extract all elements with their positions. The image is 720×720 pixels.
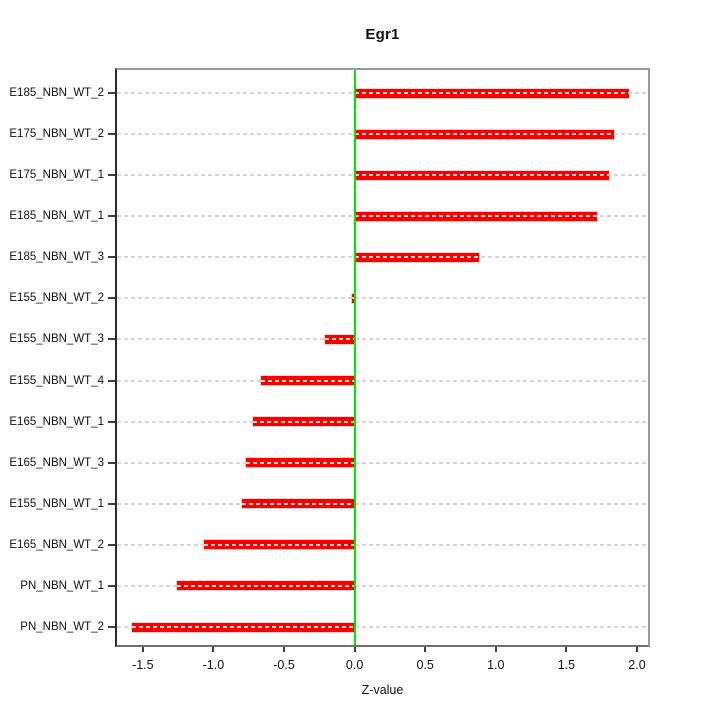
row-gridline	[117, 543, 648, 546]
x-axis-tick	[212, 645, 215, 652]
y-axis-label: E165_NBN_WT_1	[9, 415, 104, 428]
y-axis-tick	[108, 297, 115, 300]
y-axis-label: E185_NBN_WT_2	[9, 87, 104, 99]
y-axis-label: E175_NBN_WT_1	[9, 169, 104, 182]
x-axis-tick	[494, 645, 497, 652]
y-axis-tick	[108, 543, 115, 546]
y-axis-tick	[108, 256, 115, 259]
x-tick-label: 2.0	[628, 658, 646, 672]
y-axis-tick	[108, 133, 115, 136]
y-axis-tick	[108, 174, 115, 177]
y-axis-tick	[108, 461, 115, 464]
bar-grid-overlay	[176, 584, 355, 587]
y-axis-tick	[108, 420, 115, 423]
x-tick-label: 1.0	[487, 658, 505, 672]
row-gridline	[117, 420, 648, 423]
y-axis-label: PN_NBN_WT_2	[20, 621, 104, 634]
bar-grid-overlay	[261, 379, 355, 382]
bar-grid-overlay	[354, 92, 629, 94]
zero-reference-line	[353, 70, 356, 645]
bar-grid-overlay	[203, 543, 355, 546]
bar-grid-overlay	[354, 215, 598, 218]
plot-area: E185_NBN_WT_2 E175_NBN_WT_2 E175_NBN_WT_1 E…	[9, 70, 648, 672]
y-axis-label: E175_NBN_WT_2	[9, 128, 104, 141]
y-axis-tick	[108, 379, 115, 382]
y-axis-label: E155_NBN_WT_3	[9, 333, 104, 346]
y-axis-label: E185_NBN_WT_1	[9, 210, 104, 223]
y-axis-label: PN_NBN_WT_1	[20, 579, 104, 592]
bar-grid-overlay	[131, 626, 355, 629]
y-axis-label: E185_NBN_WT_3	[9, 251, 104, 264]
x-tick-label: 0.5	[416, 658, 434, 672]
x-axis-title: Z-value	[361, 683, 404, 697]
bar-grid-overlay	[354, 174, 609, 177]
y-axis-label: E165_NBN_WT_3	[9, 456, 104, 469]
x-axis-tick	[283, 645, 286, 652]
row-gridline	[117, 502, 648, 505]
y-axis-label: E155_NBN_WT_1	[9, 497, 104, 510]
bar-grid-overlay	[252, 420, 355, 423]
bar-grid-overlay	[324, 338, 355, 341]
x-tick-label: -0.5	[273, 658, 295, 672]
y-axis-tick	[108, 584, 115, 587]
x-tick-label: -1.0	[202, 658, 225, 672]
y-axis-label: E165_NBN_WT_2	[9, 538, 104, 551]
y-axis-label: E155_NBN_WT_4	[9, 374, 104, 387]
bar-grid-overlay	[351, 297, 355, 300]
row-gridline	[117, 626, 648, 629]
x-axis-tick	[353, 645, 356, 652]
y-axis-label: E155_NBN_WT_2	[9, 292, 104, 305]
x-tick-label: 1.5	[557, 658, 576, 672]
row-gridline	[117, 338, 648, 341]
y-axis-tick	[108, 626, 115, 629]
chart-title: Egr1	[365, 26, 400, 43]
x-axis-tick	[565, 645, 568, 652]
y-axis-tick	[108, 92, 115, 94]
x-axis-tick	[141, 645, 144, 652]
bar-grid-overlay	[354, 256, 479, 259]
x-tick-label: -1.5	[132, 658, 154, 672]
bar-grid-overlay	[245, 461, 355, 464]
y-axis-tick	[108, 215, 115, 218]
row-gridline	[117, 297, 648, 300]
bar-grid-overlay	[354, 133, 615, 136]
bar-grid-overlay	[241, 502, 355, 505]
row-gridline	[117, 584, 648, 587]
x-axis-tick	[635, 645, 638, 652]
row-gridline	[117, 461, 648, 464]
y-axis-tick	[108, 338, 115, 341]
row-gridline	[117, 379, 648, 382]
y-axis-tick	[108, 502, 115, 505]
x-axis-tick	[424, 645, 427, 652]
x-tick-label: 0.0	[345, 658, 364, 672]
